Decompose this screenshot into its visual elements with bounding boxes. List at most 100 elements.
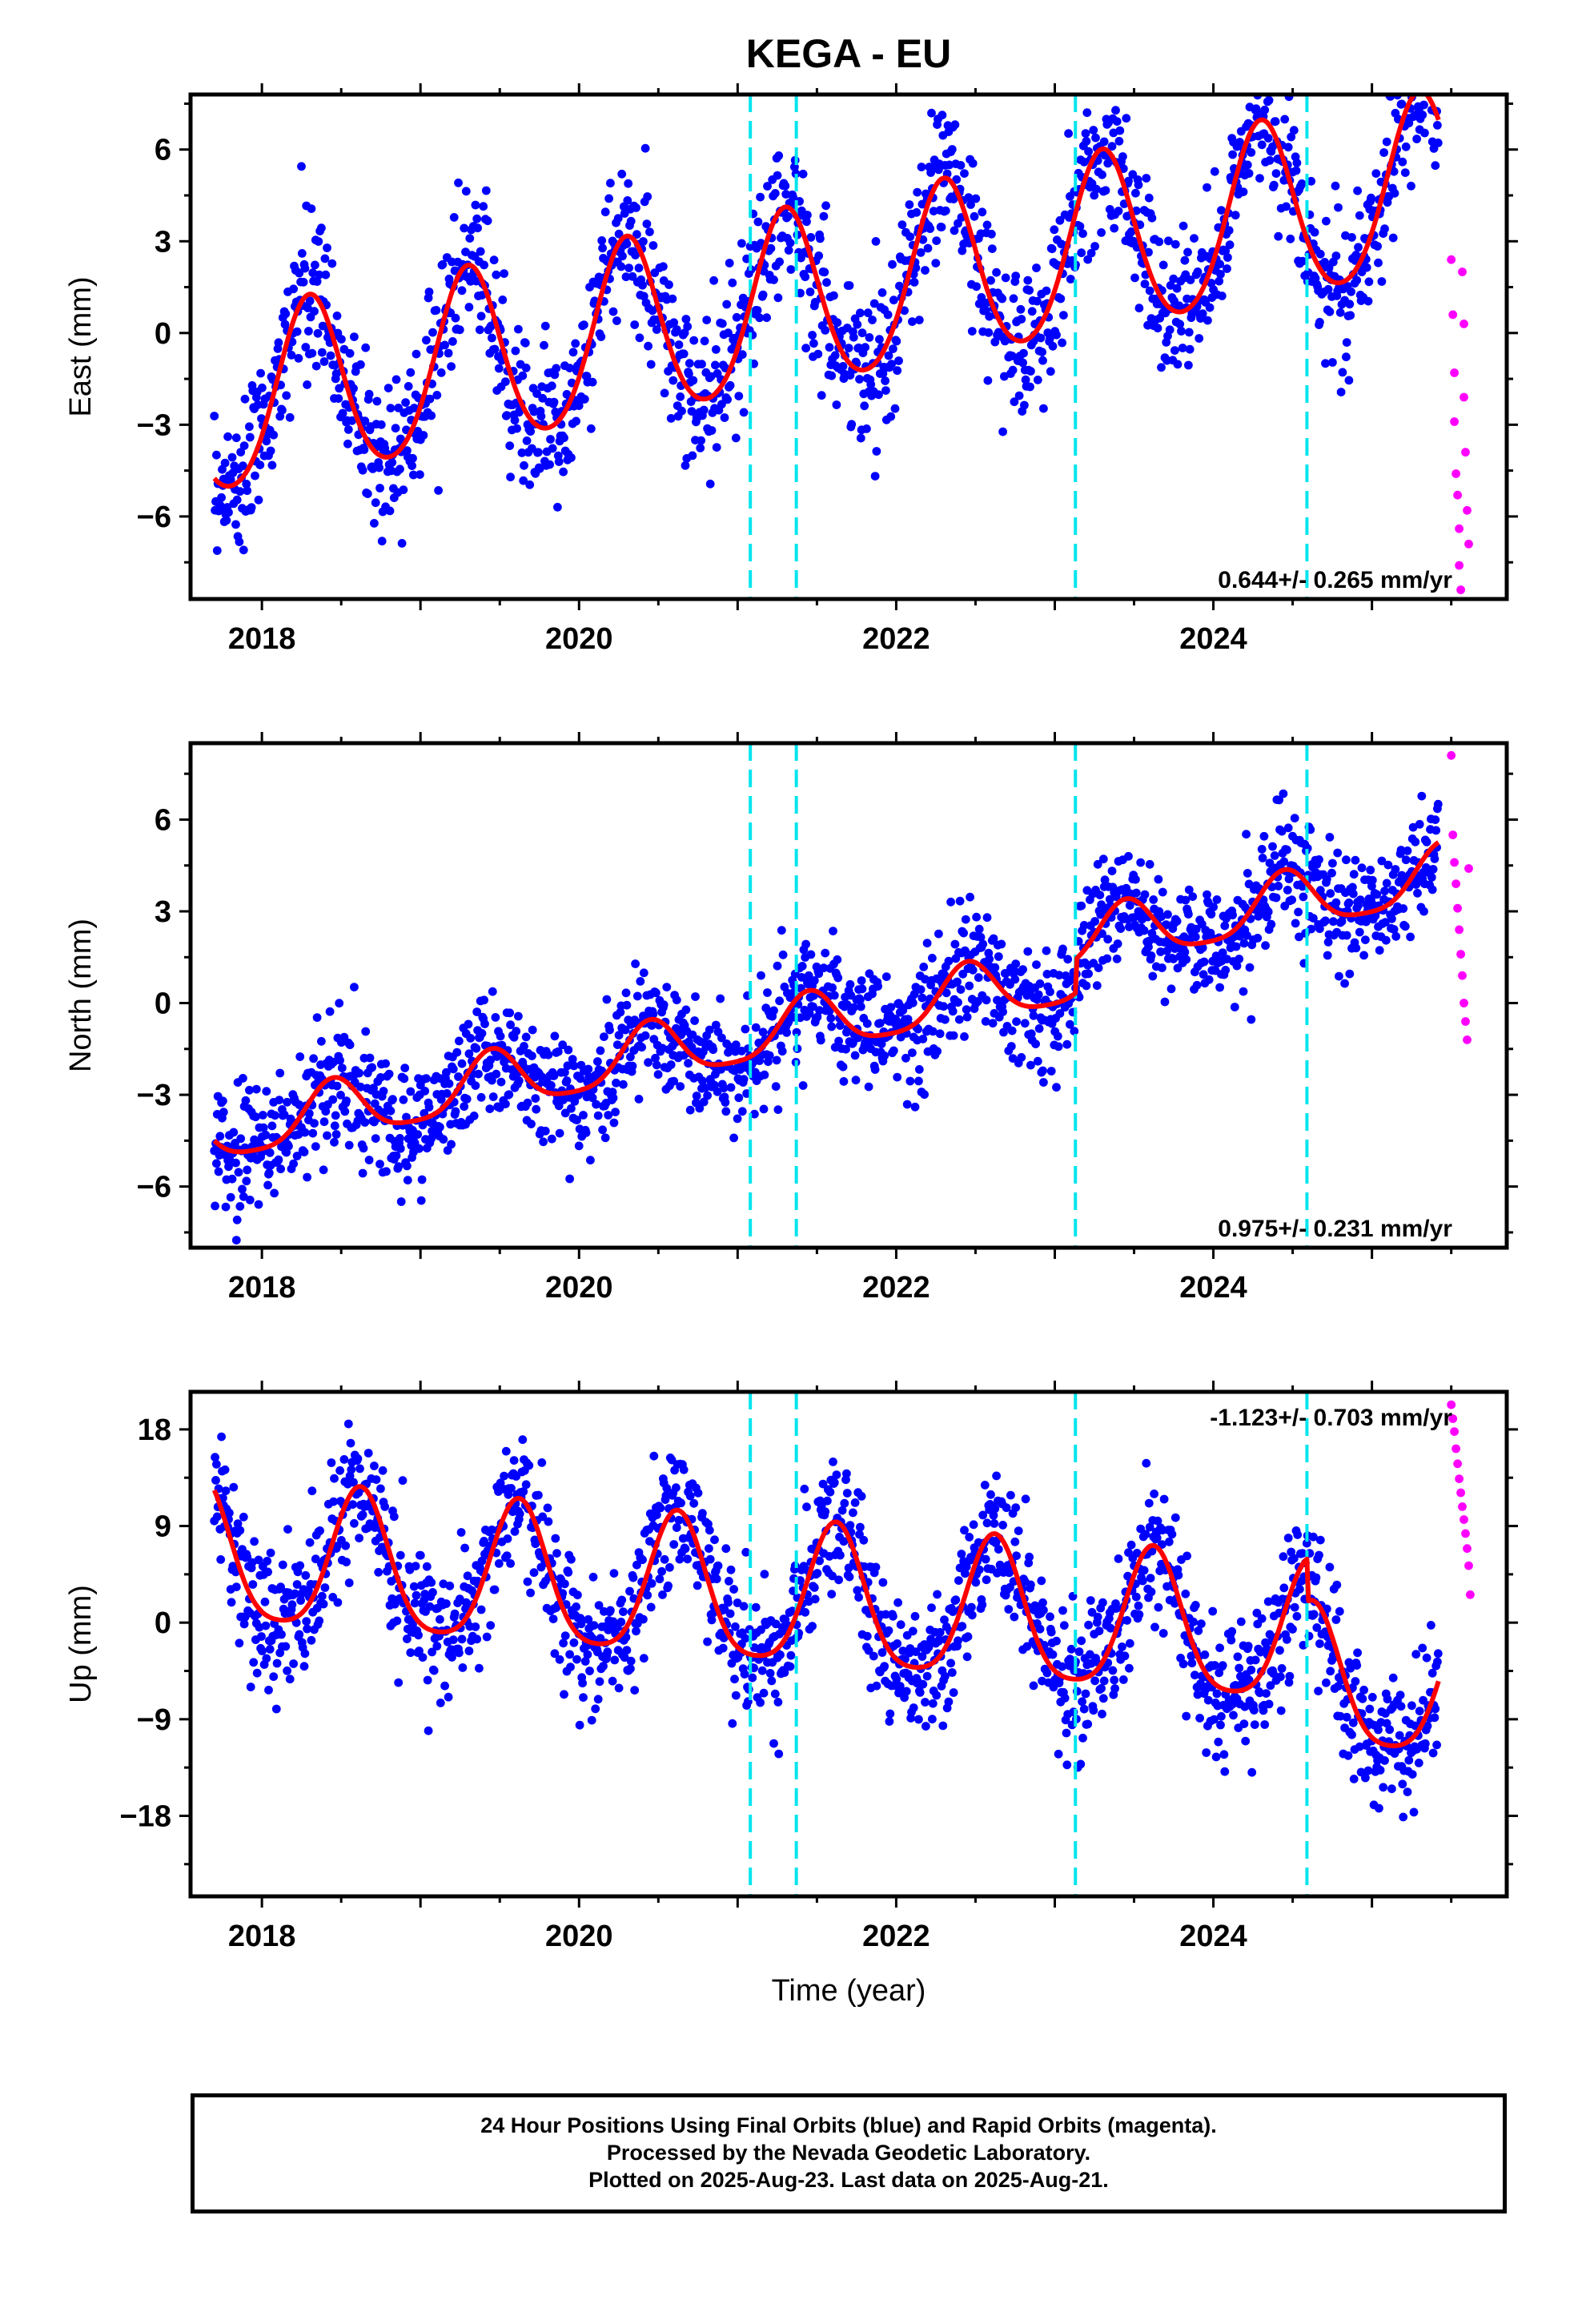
final-orbit-point: [1042, 1668, 1052, 1678]
final-orbit-point: [1349, 870, 1359, 879]
final-orbit-point: [990, 1504, 1000, 1514]
final-orbit-point: [399, 1095, 408, 1104]
final-orbit-point: [731, 1040, 741, 1050]
final-orbit-point: [518, 371, 528, 380]
final-orbit-point: [1412, 135, 1421, 143]
final-orbit-point: [1382, 137, 1391, 147]
final-orbit-point: [962, 1012, 972, 1022]
final-orbit-point: [838, 362, 848, 371]
final-orbit-point: [1419, 80, 1427, 89]
final-orbit-point: [725, 380, 735, 390]
x-tick-label: 2020: [545, 622, 613, 656]
final-orbit-point: [1075, 222, 1085, 231]
final-orbit-point: [1058, 1662, 1066, 1671]
final-orbit-point: [1388, 233, 1398, 243]
final-orbit-point: [359, 445, 369, 454]
final-orbit-point: [828, 983, 837, 992]
final-orbit-point: [669, 1076, 679, 1086]
final-orbit-point: [856, 308, 865, 318]
final-orbit-point: [902, 1100, 912, 1109]
final-orbit-point: [572, 1602, 580, 1611]
final-orbit-point: [1140, 279, 1150, 288]
final-orbit-point: [1150, 1490, 1158, 1498]
final-orbit-point: [398, 1476, 408, 1486]
final-orbit-point: [507, 1484, 516, 1493]
final-orbit-point: [1164, 1537, 1174, 1546]
final-orbit-point: [612, 1078, 620, 1088]
final-orbit-point: [855, 375, 864, 384]
final-orbit-point: [559, 1638, 568, 1648]
final-orbit-point: [1018, 965, 1027, 974]
final-orbit-point: [757, 971, 765, 980]
final-orbit-point: [1309, 914, 1318, 923]
final-orbit-point: [350, 332, 359, 341]
final-orbit-point: [416, 1196, 426, 1205]
final-orbit-point: [225, 1508, 234, 1518]
final-orbit-point: [1147, 213, 1157, 223]
final-orbit-point: [289, 284, 298, 294]
final-orbit-point: [1078, 229, 1087, 239]
final-orbit-point: [1363, 296, 1373, 306]
final-orbit-point: [638, 280, 647, 290]
final-orbit-point: [750, 1109, 759, 1119]
final-orbit-point: [566, 1663, 575, 1672]
final-orbit-point: [962, 1562, 971, 1571]
final-orbit-point: [1419, 907, 1428, 916]
final-orbit-point: [1271, 893, 1281, 903]
final-orbit-point: [1228, 911, 1237, 920]
final-orbit-point: [447, 1140, 456, 1149]
final-orbit-point: [1230, 1003, 1239, 1011]
final-orbit-point: [473, 223, 482, 233]
final-orbit-point: [1014, 1526, 1023, 1535]
final-orbit-point: [1066, 1644, 1076, 1654]
final-orbit-point: [231, 1158, 240, 1168]
final-orbit-point: [378, 1466, 387, 1475]
final-orbit-point: [693, 1488, 703, 1498]
final-orbit-point: [1154, 875, 1163, 884]
final-orbit-point: [500, 269, 508, 278]
final-orbit-point: [480, 1537, 488, 1546]
final-orbit-point: [1046, 1067, 1056, 1076]
final-orbit-point: [1212, 895, 1222, 904]
final-orbit-point: [1387, 914, 1396, 923]
final-orbit-point: [490, 1585, 500, 1594]
final-orbit-point: [713, 1561, 723, 1570]
final-orbit-point: [901, 1053, 910, 1063]
final-orbit-point: [1325, 307, 1335, 316]
final-orbit-point: [232, 1215, 242, 1224]
final-orbit-point: [1406, 932, 1415, 942]
y-tick-label: 3: [155, 895, 171, 929]
final-orbit-point: [886, 412, 896, 421]
final-orbit-point: [809, 976, 819, 985]
final-orbit-point: [878, 1578, 888, 1587]
final-orbit-point: [938, 1721, 948, 1731]
final-orbit-point: [301, 1570, 311, 1580]
final-orbit-point: [408, 461, 416, 470]
final-orbit-point: [1344, 376, 1354, 385]
final-orbit-point: [1203, 316, 1212, 325]
final-orbit-point: [920, 1090, 929, 1100]
final-orbit-point: [677, 406, 686, 416]
final-orbit-point: [826, 1014, 836, 1023]
final-orbit-point: [921, 975, 930, 984]
final-orbit-point: [873, 982, 882, 991]
final-orbit-point: [436, 368, 446, 377]
final-orbit-point: [602, 995, 612, 1004]
final-orbit-point: [613, 214, 623, 223]
final-orbit-point: [593, 1695, 603, 1704]
final-orbit-point: [1082, 981, 1091, 991]
final-orbit-point: [547, 1080, 556, 1090]
final-orbit-point: [1110, 223, 1119, 233]
final-orbit-point: [781, 1614, 790, 1624]
final-orbit-point: [1191, 924, 1201, 934]
final-orbit-point: [256, 368, 265, 378]
final-orbit-point: [1054, 1042, 1063, 1051]
final-orbit-point: [1210, 167, 1219, 176]
final-orbit-point: [424, 1726, 433, 1735]
final-orbit-point: [944, 1697, 954, 1707]
final-orbit-point: [477, 1029, 487, 1038]
final-orbit-point: [844, 344, 853, 352]
final-orbit-point: [856, 433, 865, 443]
final-orbit-point: [696, 444, 705, 452]
final-orbit-point: [603, 1647, 612, 1657]
